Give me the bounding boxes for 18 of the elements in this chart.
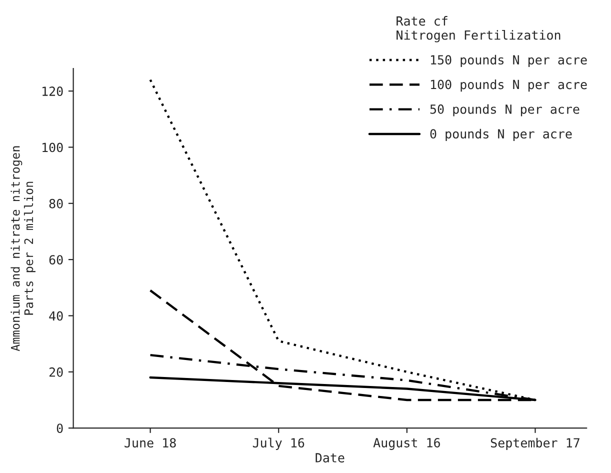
y-tick-label: 100 bbox=[42, 142, 63, 152]
legend-label: 50 pounds N per acre bbox=[430, 104, 580, 116]
legend-label: 0 pounds N per acre bbox=[430, 128, 572, 141]
legend-label: 100 pounds N per acre bbox=[431, 80, 587, 92]
x-tick-label: August 16 bbox=[373, 438, 440, 450]
y-tick-label: 80 bbox=[49, 198, 63, 208]
x-tick-label: September 17 bbox=[490, 438, 580, 450]
y-axis-title: Ammonium and nitrate nitrogen Parts per 2 million bbox=[10, 146, 36, 352]
legend-title: Rate cf Nitrogen Fertilization bbox=[396, 16, 560, 42]
x-axis-title: Date bbox=[316, 453, 344, 462]
x-tick-label: July 16 bbox=[252, 438, 304, 450]
legend-label: 150 pounds N per acre bbox=[431, 54, 587, 67]
y-tick-label: 120 bbox=[42, 86, 63, 96]
y-tick-label: 20 bbox=[49, 367, 63, 377]
x-tick-label: June 18 bbox=[124, 438, 176, 448]
y-tick-label: 0 bbox=[56, 424, 63, 434]
y-tick-label: 40 bbox=[49, 311, 63, 321]
y-tick-label: 60 bbox=[49, 255, 63, 265]
